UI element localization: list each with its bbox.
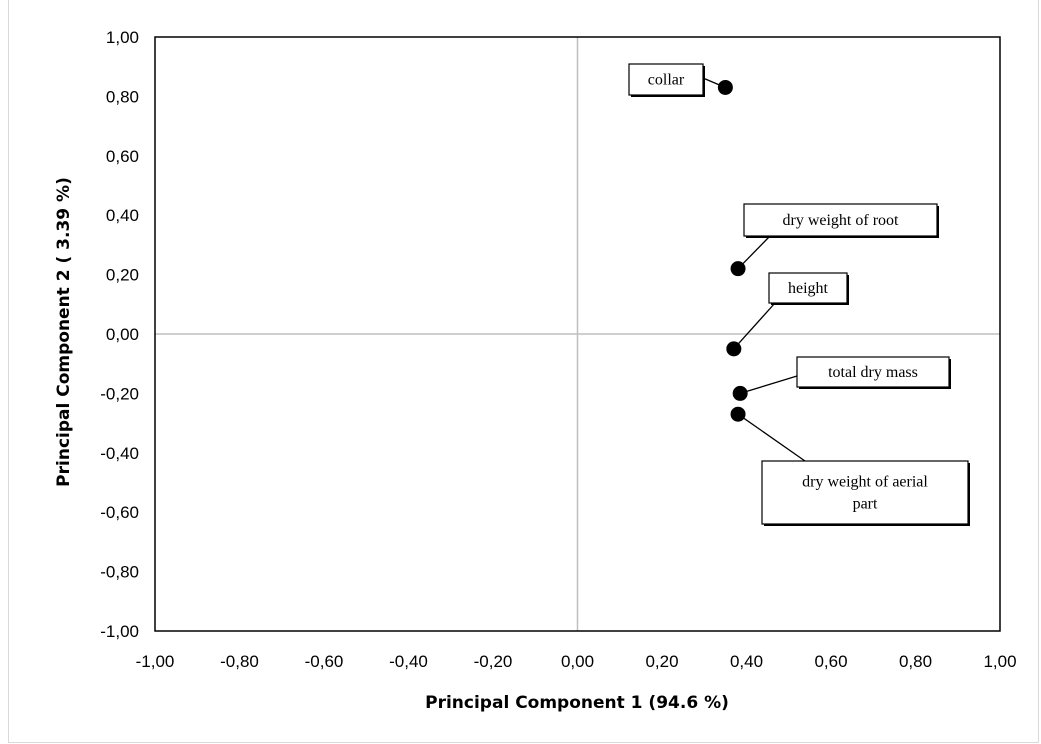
- leader-line: [733, 302, 776, 350]
- data-point: [732, 385, 748, 401]
- data-point: [726, 341, 742, 357]
- y-tick-label: -0,40: [100, 444, 139, 463]
- y-tick-label: -0,80: [100, 563, 139, 582]
- zero-lines: [155, 37, 1000, 631]
- y-tick-label: 1,00: [106, 28, 139, 47]
- leader-line: [737, 413, 806, 462]
- point-callout: height: [733, 272, 849, 350]
- data-point: [730, 406, 746, 422]
- x-tick-label: 0,00: [561, 652, 594, 671]
- point-callout: dry weight of aerial part: [737, 413, 970, 526]
- leader-line: [737, 235, 771, 270]
- x-tick-label: 0,60: [814, 652, 847, 671]
- y-axis-tick-labels: 1,00 0,80 0,60 0,40 0,20 0,00 -0,20 -0,40 -0,60 -…: [100, 28, 139, 641]
- y-tick-label: 0,40: [106, 206, 139, 225]
- x-axis-title: Principal Component 1 (94.6 %): [425, 693, 729, 713]
- data-point: [717, 79, 733, 95]
- point-callout: total dry mass: [739, 356, 951, 395]
- plot-area-border: [154, 36, 1001, 632]
- point-callouts: collar dry weight of root height total dry …: [628, 63, 970, 526]
- y-axis-title: Principal Component 2 ( 3.39 %): [54, 177, 74, 487]
- x-tick-label: 0,40: [730, 652, 763, 671]
- label-box: [743, 203, 938, 237]
- data-point: [730, 261, 746, 277]
- data-points: [717, 79, 748, 422]
- x-tick-label: -0,20: [474, 652, 513, 671]
- point-label: total dry mass: [828, 364, 918, 381]
- point-callout: collar: [628, 63, 726, 97]
- x-tick-label: -0,40: [389, 652, 428, 671]
- point-label: height: [788, 280, 829, 297]
- y-tick-label: 0,80: [106, 87, 139, 106]
- y-tick-label: 0,00: [106, 325, 139, 344]
- y-tick-label: 0,60: [106, 147, 139, 166]
- y-tick-label: -0,20: [100, 384, 139, 403]
- label-box: [628, 63, 704, 96]
- y-tick-label: 0,20: [106, 266, 139, 285]
- x-axis-tick-labels: -1,00 -0,80 -0,60 -0,40 -0,20 0,00 0,20 0,40 0,6…: [136, 652, 1017, 671]
- x-tick-label: 0,80: [899, 652, 932, 671]
- leader-line: [739, 375, 798, 395]
- x-tick-label: -0,60: [305, 652, 344, 671]
- y-tick-label: -0,60: [100, 503, 139, 522]
- x-tick-label: 0,20: [645, 652, 678, 671]
- point-callout: dry weight of root: [737, 203, 939, 270]
- x-tick-label: -1,00: [136, 652, 175, 671]
- label-box: [796, 356, 950, 388]
- label-box: [768, 272, 848, 304]
- point-label: dry weight of root: [783, 212, 900, 229]
- x-tick-label: 1,00: [983, 652, 1016, 671]
- y-tick-label: -1,00: [100, 622, 139, 641]
- point-label: dry weight of aerial part: [802, 474, 928, 513]
- x-tick-label: -0,80: [220, 652, 259, 671]
- label-box: [761, 460, 969, 525]
- point-label: collar: [648, 72, 685, 89]
